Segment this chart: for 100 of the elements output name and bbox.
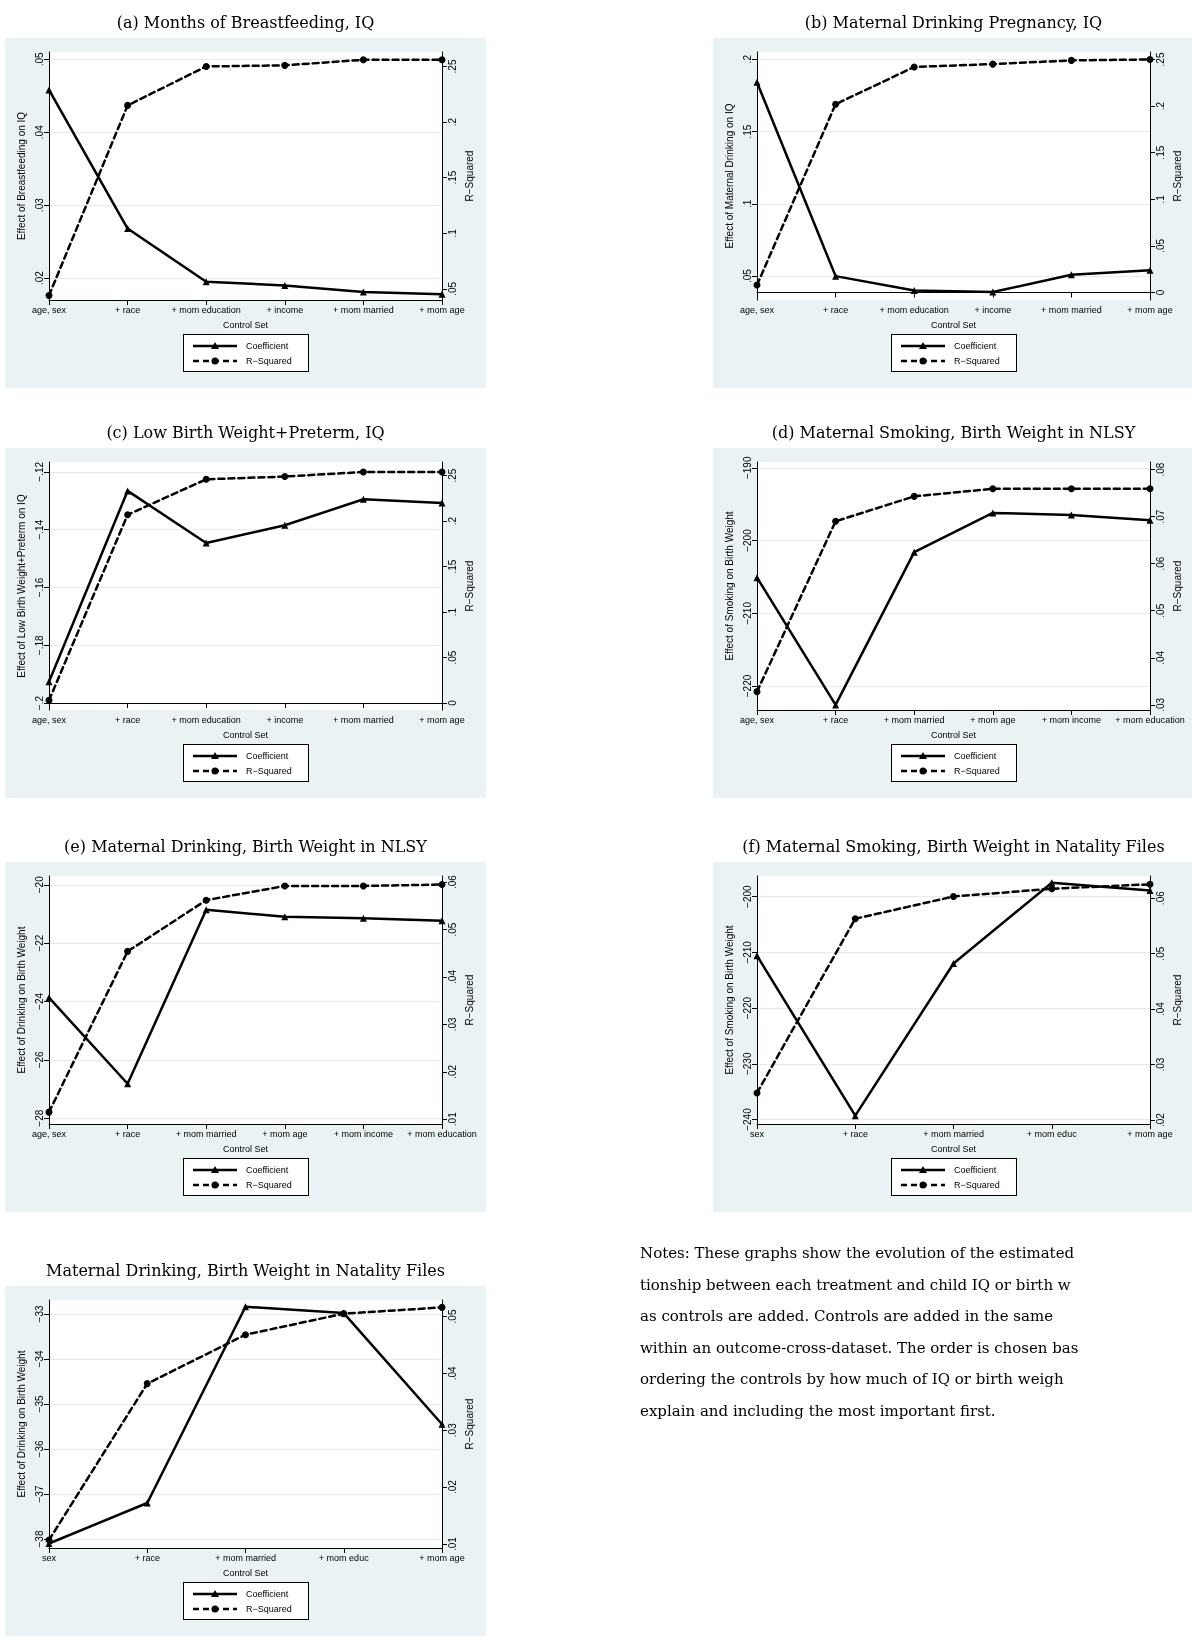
y2-tick-label: .06 <box>1154 556 1166 571</box>
x-tick-label: + mom married <box>1041 304 1102 315</box>
point <box>45 292 53 300</box>
point <box>989 288 997 296</box>
y-tick-label: −28 <box>33 1109 45 1127</box>
y2-tick-label: .1 <box>446 607 458 617</box>
legend-label: R−Squared <box>954 765 1000 776</box>
y2-tick-label: .05 <box>446 281 458 296</box>
point <box>438 499 446 507</box>
point <box>989 485 997 493</box>
point <box>124 947 132 955</box>
point <box>242 1331 249 1339</box>
y2-tick-label: .04 <box>1154 1001 1166 1017</box>
y2-tick-label: .2 <box>446 117 458 127</box>
point <box>359 56 367 64</box>
y-tick-label: −35 <box>33 1395 45 1413</box>
y-axis-title: Effect of Smoking on Birth Weight <box>723 511 735 661</box>
y-tick-label: .05 <box>741 268 753 284</box>
point <box>438 881 446 889</box>
y-tick-label: −220 <box>741 996 753 1020</box>
point <box>910 287 918 295</box>
y-tick-label: −33 <box>33 1305 45 1323</box>
chart-title: (c) Low Birth Weight+Preterm, IQ <box>105 422 386 444</box>
x-tick-label: + mom education <box>879 304 949 315</box>
x-tick-label: + mom educ <box>1026 1128 1078 1139</box>
y-axis-title: Effect of Drinking on Birth Weight <box>15 926 27 1074</box>
y-tick-label: −240 <box>741 1107 753 1131</box>
y2-tick-label: .02 <box>446 1479 458 1495</box>
y-tick-label: −36 <box>33 1440 45 1458</box>
legend-label: R−Squared <box>246 765 292 776</box>
y2-tick-label: .01 <box>446 1111 458 1127</box>
y2-tick-label: .02 <box>446 1064 458 1079</box>
y-axis-title: Effect of Breastfeeding on IQ <box>15 111 27 241</box>
point <box>753 78 761 86</box>
x-tick-label: + race <box>114 1128 141 1139</box>
point <box>438 917 446 925</box>
y-axis-title: Effect of Low Birth Weight+Preterm on IQ <box>15 494 27 678</box>
y2-tick-label: .04 <box>1154 650 1166 665</box>
x-tick-label: + mom education <box>171 714 241 725</box>
y2-tick-label: .15 <box>1154 145 1166 160</box>
y2-tick-label: .03 <box>446 1017 458 1032</box>
y-tick-label: −230 <box>741 1052 753 1076</box>
y-axis-title: Effect of Smoking on Birth Weight <box>723 925 735 1075</box>
point <box>989 60 997 68</box>
y-tick-label: .03 <box>33 197 45 213</box>
y-tick-label: −34 <box>33 1350 45 1368</box>
y-tick-label: .1 <box>741 199 753 209</box>
text: within an outcome-cross-dataset. The order is chosen bas <box>640 1337 1079 1359</box>
chart-title: (d) Maternal Smoking, Birth Weight in NLSY <box>770 422 1137 444</box>
y2-tick-label: .25 <box>446 468 458 483</box>
x-tick-label: + mom education <box>171 304 241 315</box>
y2-axis-title: R−Squared <box>464 150 476 202</box>
y2-tick-label: .2 <box>1154 101 1166 111</box>
x-tick-label: + mom married <box>883 714 945 725</box>
point <box>753 952 761 960</box>
x-tick-label: age, sex <box>739 304 775 315</box>
y-tick-label: .02 <box>33 270 45 286</box>
point <box>832 100 840 108</box>
point <box>143 1380 151 1388</box>
legend-label: Coefficient <box>246 1164 289 1175</box>
x-tick-label: + mom age <box>1127 1128 1173 1139</box>
y2-tick-label: .05 <box>1154 238 1166 253</box>
x-axis-title: Control Set <box>222 1143 269 1154</box>
point <box>45 86 53 94</box>
point <box>832 517 840 525</box>
point <box>1067 56 1075 64</box>
x-tick-label: + mom age <box>419 304 465 315</box>
y-tick-label: .15 <box>741 124 753 139</box>
point <box>281 882 289 890</box>
point <box>910 548 918 556</box>
x-tick-label: + mom age <box>419 714 465 725</box>
y-tick-label: −38 <box>33 1530 45 1548</box>
point <box>202 896 210 904</box>
y-tick-label: −26 <box>33 1050 45 1069</box>
x-tick-label: + race <box>822 304 849 315</box>
y2-tick-label: .05 <box>446 650 458 665</box>
y2-tick-label: .03 <box>1154 1057 1166 1072</box>
y2-tick-label: .2 <box>446 516 458 526</box>
text: tionship between each treatment and child IQ or birth w <box>640 1274 1072 1296</box>
point <box>124 225 132 233</box>
y-tick-label: −210 <box>741 601 753 625</box>
y-tick-label: −.12 <box>33 461 45 482</box>
x-tick-label: + mom married <box>215 1552 276 1563</box>
point <box>910 492 918 500</box>
point <box>1146 886 1154 894</box>
point <box>438 290 446 298</box>
x-tick-label: + mom age <box>970 714 1016 725</box>
x-tick-label: + mom married <box>175 1128 237 1139</box>
text: ordering the controls by how much of IQ or birth weigh <box>640 1369 1065 1390</box>
x-tick-label: + income <box>974 304 1012 315</box>
y-axis-title: Effect of Drinking on Birth Weight <box>15 1350 27 1498</box>
y2-tick-label: .02 <box>1154 1112 1166 1128</box>
y-tick-label: −24 <box>33 992 45 1010</box>
y2-tick-label: .05 <box>446 1309 458 1324</box>
point <box>950 893 957 901</box>
legend-label: R−Squared <box>246 1603 292 1614</box>
y-tick-label: −210 <box>741 940 753 964</box>
y2-tick-label: .04 <box>446 1365 458 1381</box>
chart-title: (f) Maternal Smoking, Birth Weight in Natality Files <box>741 836 1166 858</box>
x-axis-title: Control Set <box>222 1567 269 1578</box>
